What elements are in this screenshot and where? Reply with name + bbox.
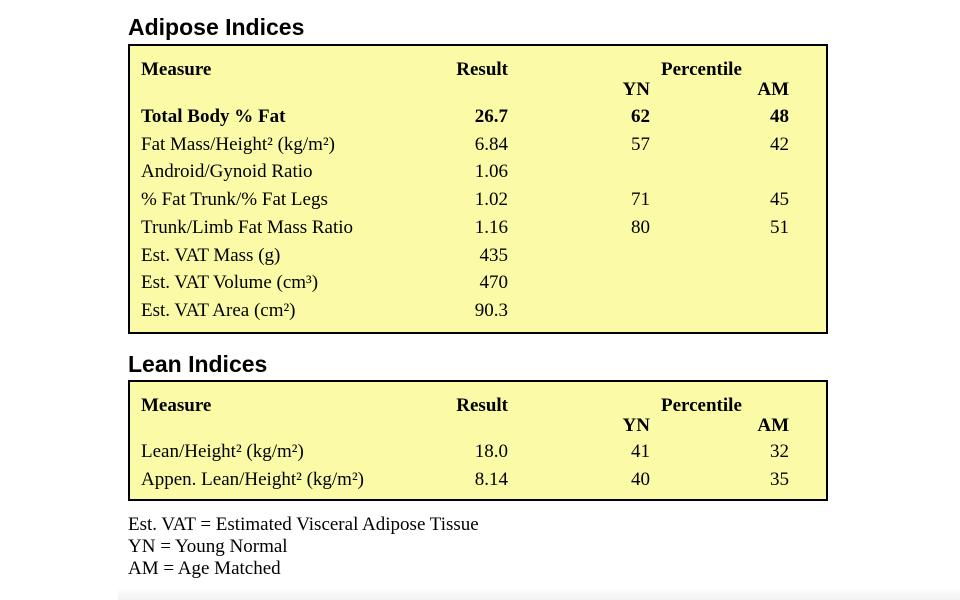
table-row-result-cell: 435 [479,244,509,266]
footnote-vat: Est. VAT = Estimated Visceral Adipose Ti… [128,514,479,535]
table-row-measure-cell: Est. VAT Volume (cm³) [141,272,319,294]
table-row-yn-cell: 80 [631,216,650,238]
table-row-result-cell: 6.84 [474,133,508,155]
table-row-yn-cell: 62 [631,106,650,127]
table-row-result-cell: 26.7 [474,106,508,127]
table-row-measure-cell: Fat Mass/Height² (kg/m²) [141,133,335,155]
measure-header: Measure [141,395,212,416]
adipose-indices-title: Adipose Indices [128,14,305,40]
table-row-am-cell: 42 [770,133,789,155]
table-row-am-cell: 48 [770,106,789,127]
table-row-result-cell: 18.0 [474,441,508,462]
adipose-indices-table: Measure Result Percentile YN AM Total Bo… [128,44,828,334]
table-row-measure-cell: Trunk/Limb Fat Mass Ratio [141,216,354,238]
yn-header: YN [622,79,650,100]
table-row-measure-cell: Android/Gynoid Ratio [141,161,313,183]
lean-indices-title: Lean Indices [128,351,268,377]
table-row-measure-cell: Est. VAT Mass (g) [141,244,281,266]
am-header: AM [757,415,789,436]
table-row-measure-cell: Lean/Height² (kg/m²) [141,441,304,462]
yn-header: YN [622,415,650,436]
table-row-am-cell: 45 [770,189,789,211]
footnote-am: AM = Age Matched [128,558,281,579]
percentile-header: Percentile [661,59,742,80]
lean-indices-table: Measure Result Percentile YN AM Lean/Hei… [128,380,828,501]
table-row-result-cell: 90.3 [474,299,508,321]
table-row-am-cell: 51 [770,216,789,238]
page-shadow [118,588,960,600]
table-row-yn-cell: 71 [631,189,650,211]
footnote-yn: YN = Young Normal [128,536,288,557]
table-row-measure-cell: Appen. Lean/Height² (kg/m²) [141,469,364,490]
table-row-am-cell: 32 [770,441,789,462]
percentile-header: Percentile [661,395,742,416]
table-row-result-cell: 470 [479,272,509,294]
table-row-result-cell: 8.14 [474,469,508,490]
table-row-measure-cell: Est. VAT Area (cm²) [141,299,296,321]
am-header: AM [757,79,789,100]
table-row-measure-cell: % Fat Trunk/% Fat Legs [141,189,328,211]
table-row-result-cell: 1.02 [474,189,508,211]
table-row-yn-cell: 57 [631,133,650,155]
table-row-measure-cell: Total Body % Fat [141,106,286,127]
table-row-yn-cell: 40 [631,469,650,490]
table-row-result-cell: 1.06 [474,161,508,183]
table-row-am-cell: 35 [770,469,789,490]
table-row-yn-cell: 41 [631,441,650,462]
result-header: Result [456,395,508,416]
table-row-result-cell: 1.16 [474,216,508,238]
result-header: Result [456,59,508,80]
measure-header: Measure [141,59,212,80]
